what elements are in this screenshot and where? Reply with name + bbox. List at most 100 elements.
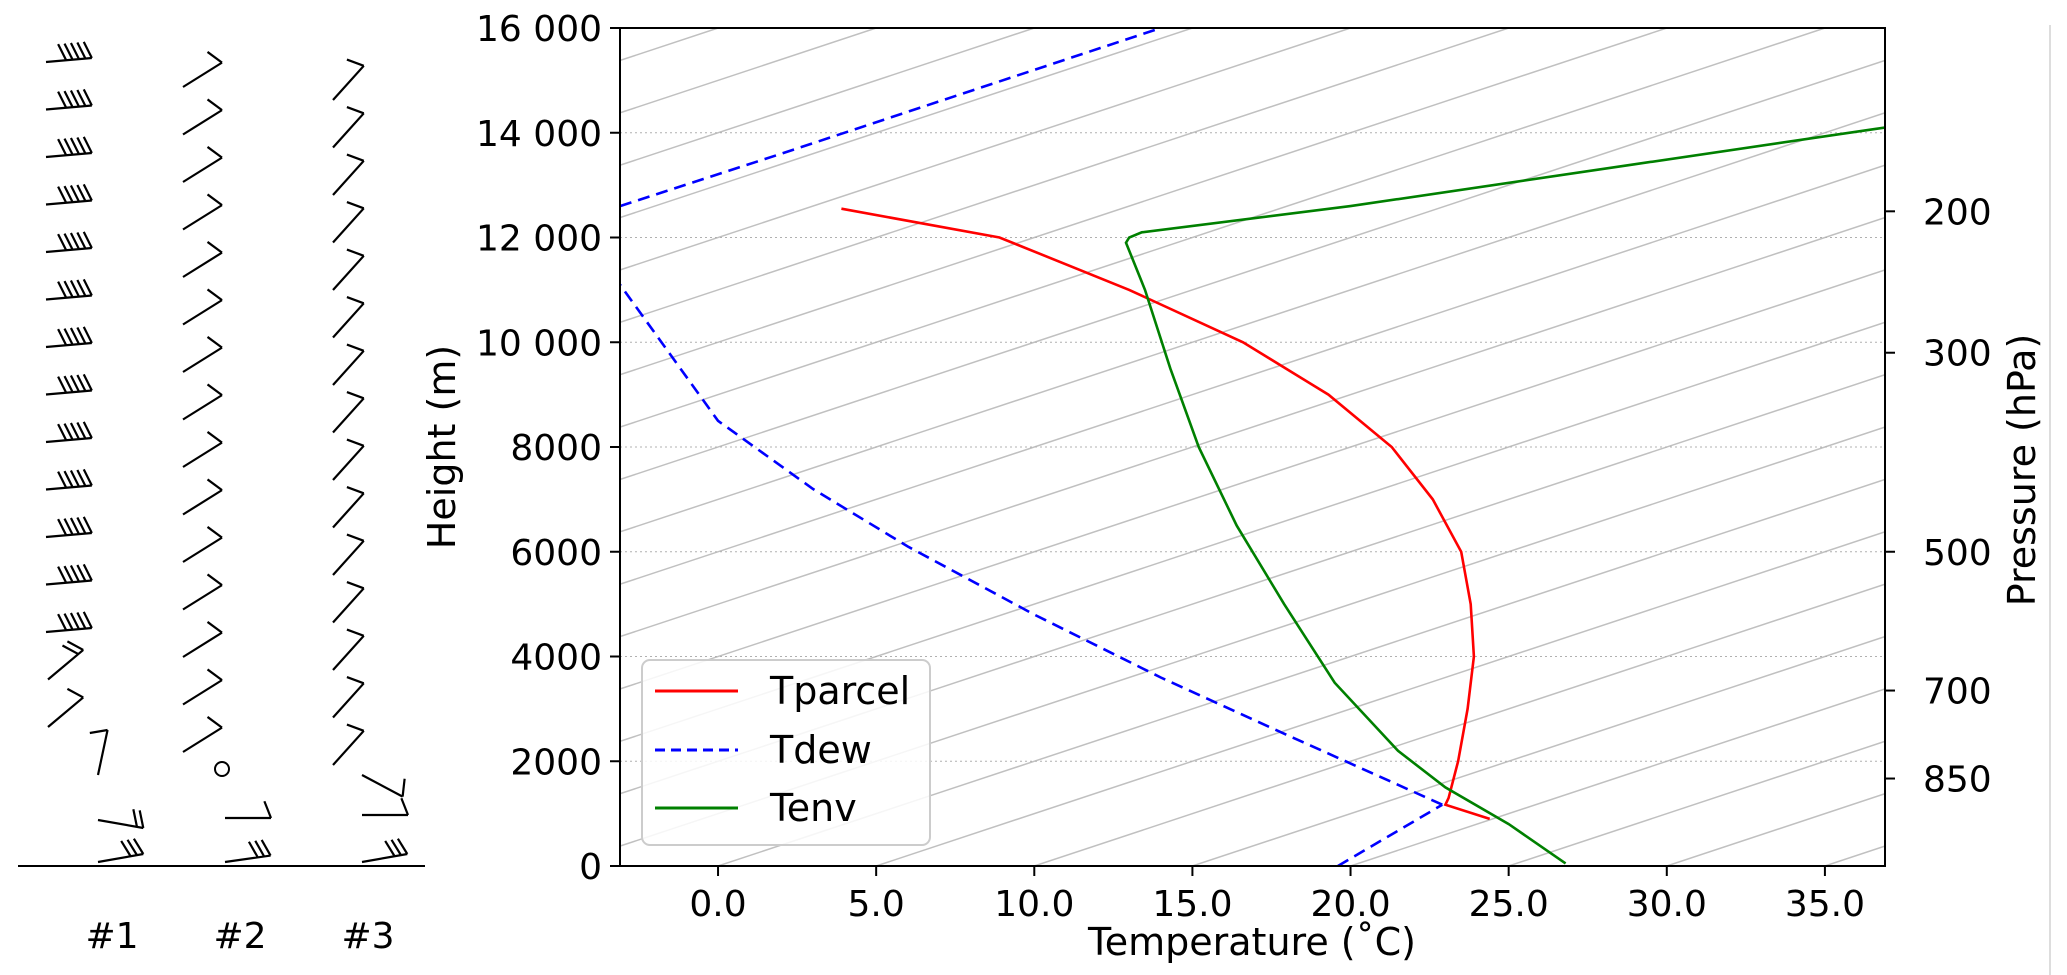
pressure-tick-label: 700 [1923, 672, 1992, 713]
legend-box [641, 659, 931, 846]
wind-barb-col1 [63, 138, 74, 156]
wind-barb-col1 [57, 281, 68, 299]
wind-barb-col2 [206, 98, 223, 112]
pressure-tick-label: 200 [1923, 192, 1992, 233]
wind-barb-col3 [346, 628, 365, 637]
wind-barb-col1 [120, 840, 132, 857]
wind-barb-col2 [206, 526, 223, 539]
wind-barb-col1 [61, 644, 79, 656]
wind-barb-col3 [401, 778, 406, 797]
wind-barb-col3 [361, 852, 408, 864]
wind-barb-col3 [332, 65, 365, 101]
wind-barb-col2 [206, 146, 223, 159]
wind-barb-col2 [206, 241, 223, 254]
wind-barb-col2 [182, 394, 223, 421]
wind-barb-col1 [69, 422, 80, 440]
wind-barb-col3 [332, 730, 365, 766]
wind-barb-col1 [45, 246, 92, 254]
wind-barb-col1 [45, 436, 92, 444]
isotherm-line [620, 28, 1351, 271]
wind-barb-col1 [69, 232, 80, 250]
wind-barb-col3 [332, 302, 365, 339]
wind-barb-col2 [206, 668, 223, 682]
wind-barb-col3 [361, 774, 404, 798]
pressure-tick-label: 300 [1923, 334, 1992, 375]
calm-wind-circle [214, 761, 230, 777]
wind-barb-col1 [69, 137, 80, 155]
wind-barb-col2 [206, 383, 223, 397]
wind-barb-col2 [182, 299, 223, 326]
wind-barb-col1 [76, 421, 87, 440]
wind-barb-col1 [97, 852, 144, 864]
x-tick-label: 10.0 [994, 884, 1074, 925]
wind-barb-col1 [57, 91, 68, 109]
pressure-tick-label: 500 [1923, 533, 1992, 574]
wind-barb-col3 [332, 540, 365, 576]
legend-label-tparcel: Tparcel [769, 669, 910, 713]
isotherm-line [620, 28, 1668, 376]
wind-barb-col2 [206, 288, 223, 302]
wind-barb-col1 [63, 565, 74, 583]
wind-barb-col1 [82, 88, 93, 106]
wind-barb-col2 [182, 679, 223, 706]
wind-barb-col1 [82, 421, 93, 439]
wind-barb-col1 [82, 41, 93, 59]
wind-barb-col1 [82, 231, 93, 249]
wind-barb-col2 [182, 536, 223, 563]
wind-barb-col1 [96, 729, 109, 776]
series-line-tdew [620, 283, 1443, 806]
wind-barb-col2 [206, 336, 223, 349]
wind-barb-col1 [45, 294, 92, 301]
wind-barb-col3 [332, 635, 365, 671]
wind-barb-col1 [57, 613, 68, 631]
wind-barb-col1 [76, 231, 87, 250]
wind-barb-col1 [82, 326, 93, 344]
x-tick-label: 20.0 [1310, 884, 1390, 925]
wind-barb-col2 [182, 204, 223, 231]
wind-barb-col1 [63, 375, 74, 393]
wind-barb-col1 [69, 612, 80, 630]
isotherm-line [0, 28, 244, 866]
wind-barb-col1 [63, 185, 74, 203]
wind-barb-col1 [138, 810, 145, 829]
wind-barb-col2 [206, 431, 223, 444]
legend: Tparcel Tdew Tenv [641, 659, 931, 846]
wind-barb-col1 [57, 233, 68, 251]
wind-barb-col1 [76, 516, 87, 535]
wind-barb-col3 [346, 676, 365, 685]
wind-barb-col3 [346, 201, 365, 210]
wind-barb-col1 [132, 809, 139, 828]
wind-barb-col2 [182, 441, 223, 468]
wind-barb-col3 [346, 58, 365, 67]
wind-barb-col1 [69, 42, 80, 60]
isotherm-line [620, 28, 1826, 428]
x-axis-ticks: 0.0 5.0 10.0 15.0 20.0 25.0 30.0 35.0 [689, 866, 1865, 925]
wind-barb-col1 [69, 565, 80, 583]
y-tick-label: 12 000 [476, 219, 602, 260]
wind-barb-col2 [247, 841, 259, 858]
wind-barb-col1 [45, 199, 92, 206]
x-tick-label: 5.0 [848, 884, 905, 925]
wind-barb-col1 [76, 564, 87, 582]
wind-barb-col3 [346, 296, 365, 305]
wind-barb-col1 [82, 136, 93, 154]
wind-barb-col2 [224, 854, 271, 864]
wind-barb-col1 [97, 818, 144, 830]
series-line-tdew [1337, 803, 1443, 866]
wind-barb-col3 [332, 350, 365, 386]
wind-barb-col2 [182, 346, 223, 373]
x-axis-label: Temperature (˚C) [1087, 920, 1416, 964]
wind-barb-col1 [57, 43, 68, 61]
wind-barb-col3 [332, 492, 365, 529]
wind-barb-col2 [206, 573, 223, 587]
isotherm-line [620, 28, 1509, 324]
y-tick-label: 2000 [510, 742, 602, 783]
wind-barb-col3 [332, 112, 365, 149]
series-line-tenv [1124, 126, 1885, 865]
y-tick-label: 10 000 [476, 323, 602, 364]
wind-barb-col3 [346, 248, 365, 257]
y2-axis-label: Pressure (hPa) [2000, 334, 2044, 607]
wind-barb-col1 [57, 423, 68, 441]
isotherm-line [1508, 740, 1885, 866]
